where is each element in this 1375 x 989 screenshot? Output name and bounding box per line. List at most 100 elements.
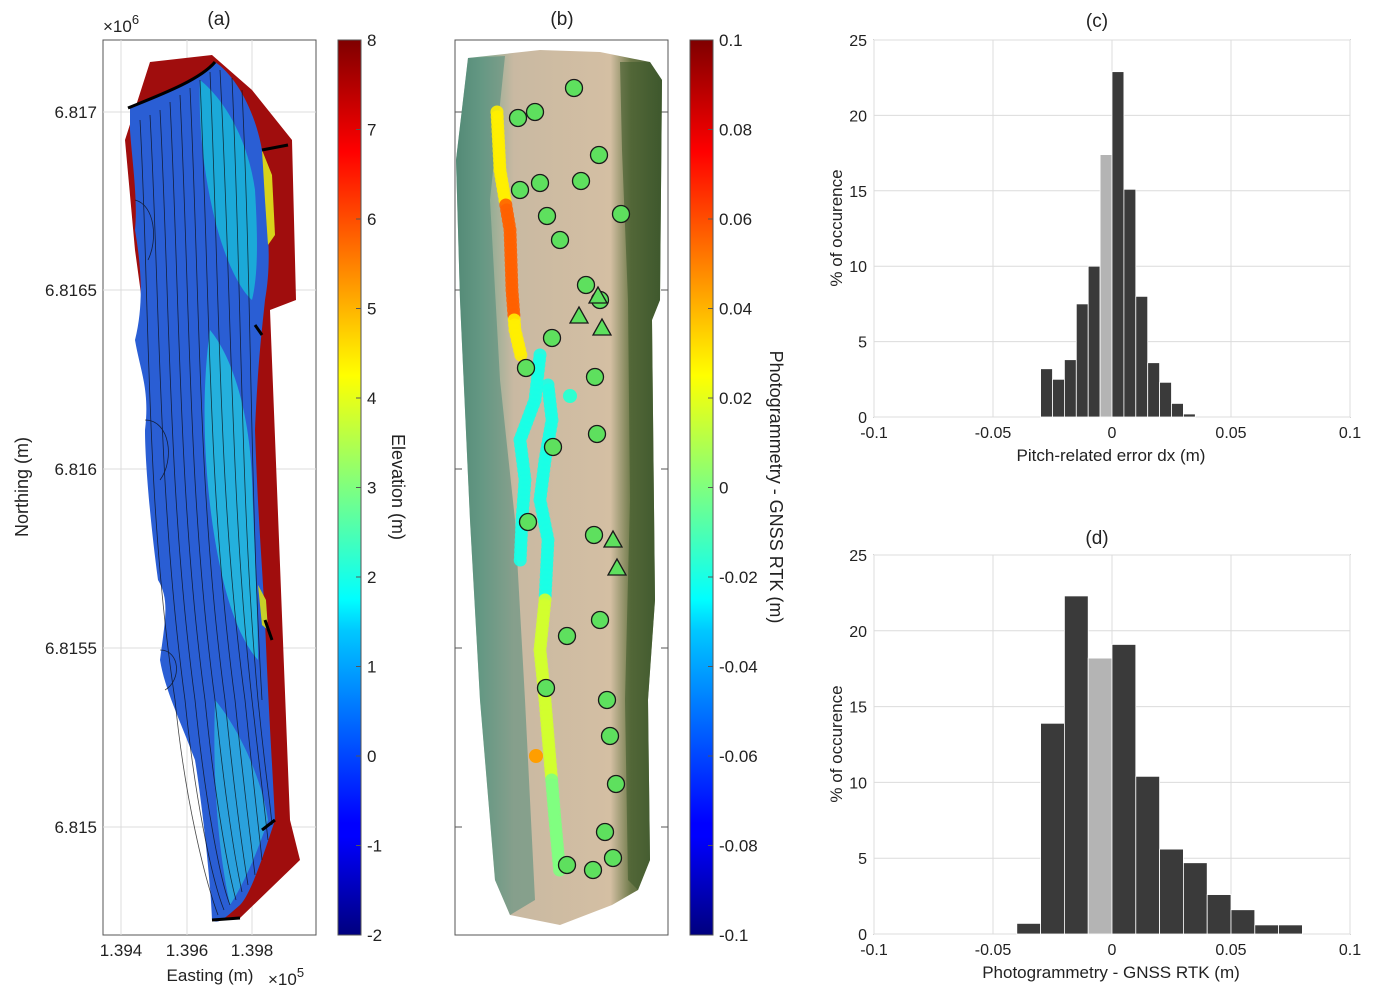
panel-c-histogram bbox=[1040, 71, 1196, 418]
panel-d-histogram-bar bbox=[1254, 924, 1280, 935]
gcp-circle-marker bbox=[576, 275, 596, 295]
panel-c-histogram-bar bbox=[1075, 303, 1089, 418]
panel-c-histogram-bar bbox=[1135, 295, 1149, 418]
panel-c-xtick-label: 0.1 bbox=[1339, 425, 1361, 442]
panel-d-histogram-bar bbox=[1016, 922, 1041, 935]
transect-point bbox=[563, 389, 577, 403]
panel-b-colorbar-tick-label: 0.08 bbox=[719, 121, 752, 140]
panel-c-histogram-bar bbox=[1052, 378, 1065, 418]
gcp-circle-marker bbox=[600, 726, 620, 746]
panel-c-xtick-label: -0.05 bbox=[975, 425, 1012, 442]
panel-c-histogram-bar bbox=[1099, 154, 1113, 418]
gcp-circle-marker bbox=[583, 860, 603, 880]
panel-c-histogram-bar bbox=[1064, 359, 1077, 418]
gcp-circle-marker bbox=[571, 171, 591, 191]
panel-b-colorbar-tick-label: -0.02 bbox=[719, 568, 758, 587]
gcp-circle-marker bbox=[516, 358, 536, 378]
gcp-circle-marker bbox=[543, 437, 563, 457]
panel-a-x-exponent: ×105 bbox=[268, 965, 304, 989]
gcp-circle-marker bbox=[508, 108, 528, 128]
panel-c-ticks: -0.1 -0.05 0 0.05 0.1 0 5 10 15 20 25 bbox=[849, 33, 1361, 442]
panel-a-colorbar-tick-label: -2 bbox=[367, 926, 382, 945]
panel-d-ylabel: % of occurence bbox=[827, 685, 846, 802]
panel-a-colorbar-tick-label: 1 bbox=[367, 658, 376, 677]
panel-a-colorbar-tick-label: 8 bbox=[367, 31, 376, 50]
gcp-circle-marker bbox=[590, 610, 610, 630]
panel-d-histogram bbox=[1016, 595, 1303, 935]
gcp-triangle-marker bbox=[591, 317, 613, 336]
panel-b: (b) 0.1 0.08 0.06 0.04 0.02 0 -0.02 -0.04 -0.06 -… bbox=[454, 9, 786, 945]
panel-c: -0.1 -0.05 0 0.05 0.1 0 5 10 15 20 25 (c) Pitch-re… bbox=[827, 11, 1361, 465]
panel-a-colorbar-tick-label: 3 bbox=[367, 479, 376, 498]
panel-c-histogram-bar bbox=[1183, 413, 1196, 418]
dem-cyan-band-upper bbox=[199, 80, 257, 300]
panel-d-histogram-bar bbox=[1087, 657, 1113, 935]
gcp-circle-marker bbox=[530, 173, 550, 193]
panel-d-ytick-label: 15 bbox=[849, 700, 867, 717]
transect-point bbox=[514, 348, 528, 362]
panel-d-ytick-label: 0 bbox=[858, 927, 867, 944]
panel-a-y-exponent-power: 6 bbox=[132, 12, 139, 27]
gcp-circle-marker bbox=[518, 512, 538, 532]
panel-b-colorbar-tick-label: -0.1 bbox=[719, 926, 748, 945]
panel-b-colorbar-tick-label: 0.1 bbox=[719, 31, 743, 50]
gcp-triangle-marker bbox=[606, 557, 628, 576]
dem-yellow-dune-1 bbox=[262, 150, 275, 245]
panel-a-y-exponent: ×106 bbox=[103, 12, 139, 36]
panel-b-colorbar-tick-label: -0.08 bbox=[719, 837, 758, 856]
panel-a-ytick-label: 6.815 bbox=[54, 818, 97, 837]
panel-d-ticks: -0.1 -0.05 0 0.05 0.1 0 5 10 15 20 25 bbox=[849, 548, 1361, 959]
panel-c-histogram-bar bbox=[1087, 265, 1101, 418]
panel-b-colorbar-tick-label: -0.06 bbox=[719, 747, 758, 766]
panel-d-xtick-label: 0 bbox=[1108, 942, 1117, 959]
panel-a-ytick-label: 6.8155 bbox=[45, 639, 97, 658]
gcp-circle-marker bbox=[564, 78, 584, 98]
panel-c-histogram-bar bbox=[1159, 381, 1172, 418]
panel-d: -0.1 -0.05 0 0.05 0.1 0 5 10 15 20 25 (d) Photogra… bbox=[827, 528, 1361, 982]
gcp-circle-marker bbox=[510, 180, 530, 200]
gcp-circle-marker bbox=[587, 424, 607, 444]
panel-a-ylabel: Northing (m) bbox=[12, 437, 32, 537]
dem-boundary-edge bbox=[127, 61, 289, 922]
panel-a-colorbar-tick-label: 0 bbox=[367, 747, 376, 766]
panel-c-ytick-label: 10 bbox=[849, 259, 867, 276]
orthophoto-vegetation bbox=[620, 62, 662, 890]
panel-a-ytick-label: 6.817 bbox=[54, 103, 97, 122]
panel-b-colorbar-tick-label: 0 bbox=[719, 479, 728, 498]
panel-a-title: (a) bbox=[207, 9, 230, 30]
panel-d-histogram-bar bbox=[1206, 894, 1232, 935]
panel-d-histogram-bar bbox=[1278, 924, 1303, 935]
panel-a-colorbar-tick-label: 7 bbox=[367, 121, 376, 140]
panel-a-y-exponent-base: ×10 bbox=[103, 17, 132, 36]
panel-d-histogram-bar bbox=[1111, 644, 1137, 935]
gcp-circle-marker bbox=[550, 230, 570, 250]
panel-c-xlabel: Pitch-related error dx (m) bbox=[1017, 446, 1206, 465]
transect-point bbox=[529, 749, 543, 763]
panel-c-ylabel: % of occurence bbox=[827, 169, 846, 286]
panel-d-xtick-label: -0.05 bbox=[975, 942, 1012, 959]
panel-a-colorbar-tick-label: -1 bbox=[367, 837, 382, 856]
panel-b-colorbar-tick-label: 0.02 bbox=[719, 389, 752, 408]
transect-point bbox=[513, 553, 527, 567]
panel-b-colorbar-tick-label: 0.06 bbox=[719, 210, 752, 229]
panel-d-xlabel: Photogrammetry - GNSS RTK (m) bbox=[982, 963, 1240, 982]
panel-a-colorbar-label: Elevation (m) bbox=[388, 434, 408, 540]
panel-a-xlabel: Easting (m) bbox=[167, 966, 254, 985]
panel-c-xtick-label: 0.05 bbox=[1215, 425, 1246, 442]
gcp-circle-marker bbox=[537, 206, 557, 226]
panel-a-xtick-label: 1.398 bbox=[231, 941, 274, 960]
panel-a-colorbar-tick-label: 4 bbox=[367, 389, 376, 408]
panel-a-colorbar-tick-label: 5 bbox=[367, 300, 376, 319]
panel-c-histogram-bar bbox=[1171, 403, 1184, 418]
gcp-circle-marker bbox=[606, 774, 626, 794]
panel-d-xtick-label: 0.1 bbox=[1339, 942, 1361, 959]
panel-a-ytick-label: 6.816 bbox=[54, 460, 97, 479]
panel-a-yticks: 6.817 6.8165 6.816 6.8155 6.815 bbox=[45, 103, 97, 837]
gcp-triangle-marker bbox=[568, 305, 590, 324]
panel-a-ytick-label: 6.8165 bbox=[45, 281, 97, 300]
panel-a: 6.817 6.8165 6.816 6.8155 6.815 1.394 1.… bbox=[12, 9, 408, 989]
panel-d-title: (d) bbox=[1085, 528, 1108, 549]
panel-a-colorbar-tick-label: 6 bbox=[367, 210, 376, 229]
gcp-circle-marker bbox=[542, 328, 562, 348]
